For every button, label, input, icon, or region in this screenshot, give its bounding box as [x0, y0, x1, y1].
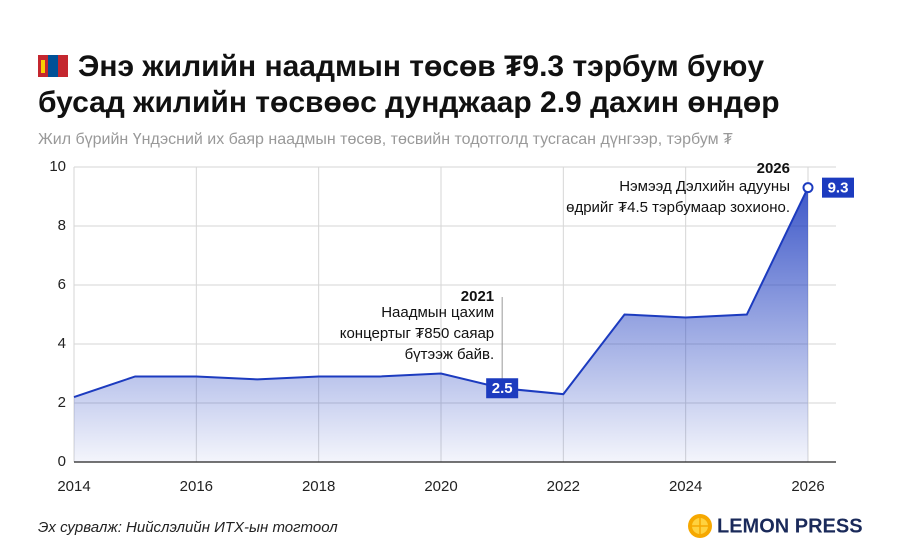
subtitle: Жил бүрийн Үндэсний их баяр наадмын төсө… — [38, 131, 733, 148]
y-tick-label: 6 — [58, 276, 66, 293]
annotation-text: концертыг ₮850 саяар — [340, 325, 494, 342]
annotation-text: Наадмын цахим — [381, 304, 494, 321]
y-tick-label: 4 — [58, 335, 66, 352]
area — [74, 187, 808, 462]
value-label: 2.5 — [492, 380, 513, 397]
brand: LEMON PRESS — [717, 515, 863, 537]
source: Эх сурвалж: Нийслэлийн ИТХ-ын тогтоол — [38, 519, 338, 536]
annotation-text: бүтээж байв. — [405, 346, 495, 363]
y-tick-label: 2 — [58, 394, 66, 411]
point — [802, 182, 814, 194]
line — [73, 187, 809, 399]
x-tick-label: 2024 — [669, 478, 702, 495]
y-tick-label: 0 — [58, 453, 66, 470]
annotation-text: өдрийг ₮4.5 тэрбумаар зохионо. — [566, 199, 790, 216]
y-tick-label: 8 — [58, 217, 66, 234]
x-tick-label: 2022 — [547, 478, 580, 495]
value-label-bg — [486, 378, 519, 399]
y-tick-label: 10 — [49, 158, 66, 175]
x-tick-label: 2026 — [791, 478, 824, 495]
annotation-title: 2026 — [757, 160, 790, 177]
chart-title: Энэ жилийн наадмын төсөв ₮9.3 тэрбум бую… — [78, 50, 764, 83]
annotation-title: 2021 — [461, 288, 494, 305]
flag — [38, 55, 68, 77]
chart-title: бусад жилийн төсвөөс дунджаар 2.9 дахин … — [38, 86, 780, 119]
annotation-text: Нэмээд Дэлхийн адууны — [619, 178, 790, 195]
x-tick-label: 2016 — [180, 478, 213, 495]
x-tick-label: 2014 — [57, 478, 90, 495]
logo — [688, 514, 712, 538]
value-label: 9.3 — [828, 180, 849, 197]
value-label-bg — [822, 177, 854, 198]
x-tick-label: 2018 — [302, 478, 335, 495]
x-tick-label: 2020 — [424, 478, 457, 495]
